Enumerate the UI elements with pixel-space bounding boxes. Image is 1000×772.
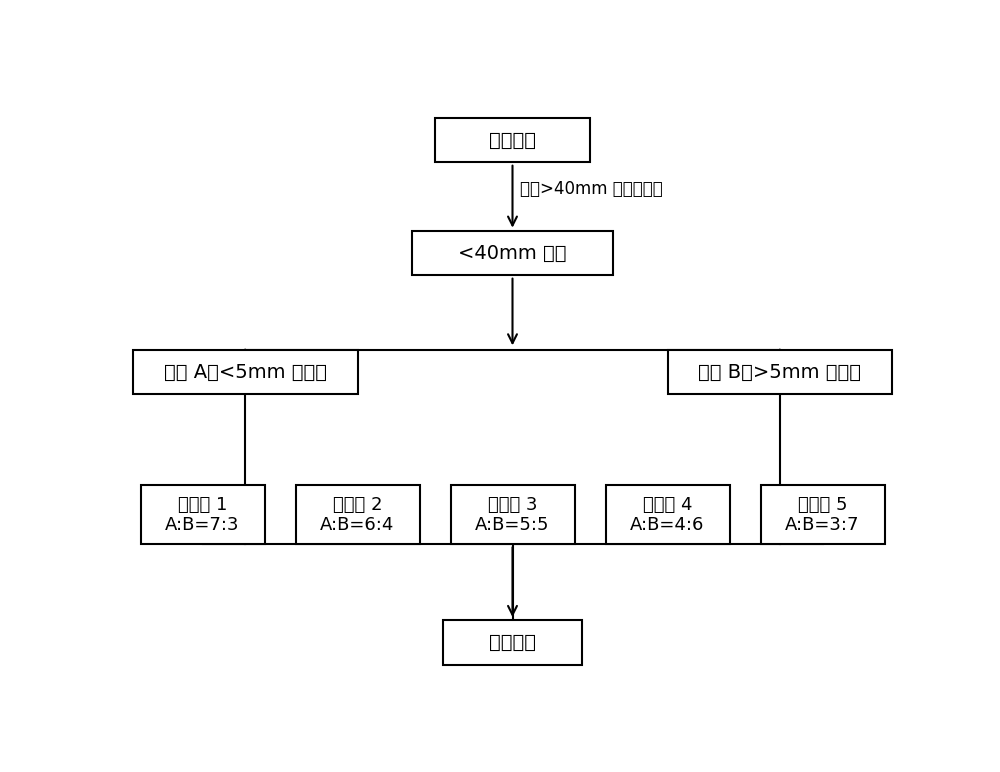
Text: A:B=6:4: A:B=6:4 <box>320 516 395 533</box>
Text: 样品 A（<5mm 颗粒）: 样品 A（<5mm 颗粒） <box>164 363 327 381</box>
Text: 样品组 1: 样品组 1 <box>178 496 227 513</box>
FancyBboxPatch shape <box>606 485 730 544</box>
Text: 样品组 2: 样品组 2 <box>333 496 382 513</box>
FancyBboxPatch shape <box>133 350 358 394</box>
Text: <40mm 颗粒: <40mm 颗粒 <box>458 244 567 262</box>
Text: 样品组 4: 样品组 4 <box>643 496 692 513</box>
Text: A:B=7:3: A:B=7:3 <box>165 516 240 533</box>
FancyBboxPatch shape <box>761 485 885 544</box>
Text: A:B=4:6: A:B=4:6 <box>630 516 705 533</box>
Text: A:B=3:7: A:B=3:7 <box>785 516 860 533</box>
FancyBboxPatch shape <box>435 118 590 162</box>
Text: A:B=5:5: A:B=5:5 <box>475 516 550 533</box>
Text: 样品组 3: 样品组 3 <box>488 496 537 513</box>
Text: 样品组 5: 样品组 5 <box>798 496 847 513</box>
FancyBboxPatch shape <box>668 350 892 394</box>
FancyBboxPatch shape <box>450 485 574 544</box>
FancyBboxPatch shape <box>140 485 264 544</box>
Text: 样品 B（>5mm 颗粒）: 样品 B（>5mm 颗粒） <box>698 363 861 381</box>
Text: 筛去>40mm 颗粒并留样: 筛去>40mm 颗粒并留样 <box>520 180 663 198</box>
Text: 砂砾样品: 砂砾样品 <box>489 130 536 150</box>
FancyBboxPatch shape <box>412 231 613 276</box>
FancyBboxPatch shape <box>296 485 420 544</box>
Text: 击实试验: 击实试验 <box>489 633 536 652</box>
FancyBboxPatch shape <box>443 620 582 665</box>
